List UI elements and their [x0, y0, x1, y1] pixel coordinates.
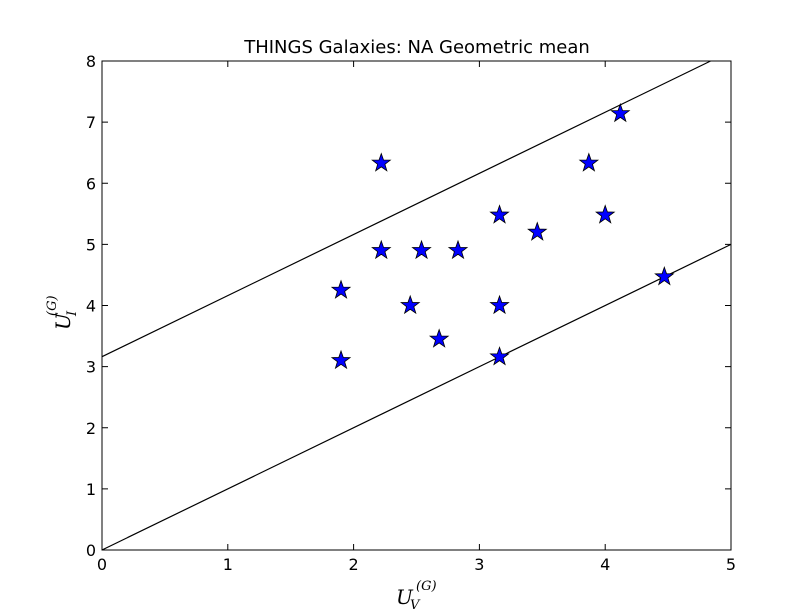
x-axis-label-sub: V [410, 598, 421, 612]
data-point [578, 152, 600, 172]
data-point [330, 279, 352, 299]
y-axis-label-base: U [51, 312, 75, 330]
data-point [489, 294, 510, 315]
reference-line-1 [101, 60, 711, 358]
data-point [371, 152, 392, 172]
x-tick-label: 0 [97, 555, 107, 574]
x-axis-label-sup: (G) [416, 579, 437, 594]
y-tick-label: 0 [86, 541, 96, 560]
x-axis-label-base: U [396, 585, 414, 609]
data-point [428, 328, 450, 348]
y-axis-label: U I (G) [45, 295, 80, 330]
chart-title: THINGS Galaxies: NA Geometric mean [243, 37, 590, 58]
x-axis: 0 1 2 3 4 5 [97, 61, 736, 574]
x-tick-label: 5 [726, 555, 736, 574]
data-point [330, 349, 352, 370]
data-point [489, 346, 510, 366]
reference-lines [101, 60, 732, 551]
plot-frame [101, 60, 732, 551]
data-point [411, 239, 432, 260]
y-axis-label-sub: I [65, 310, 80, 317]
x-tick-label: 2 [349, 555, 359, 574]
y-tick-label: 8 [86, 52, 96, 71]
y-tick-label: 2 [86, 419, 96, 438]
data-point [595, 204, 616, 224]
x-tick-label: 4 [600, 555, 610, 574]
data-points [330, 102, 675, 370]
y-tick-label: 7 [86, 113, 96, 132]
data-point [371, 239, 392, 260]
y-tick-label: 4 [86, 297, 96, 316]
x-tick-label: 3 [474, 555, 484, 574]
x-axis-label: U V (G) [396, 579, 437, 612]
y-tick-label: 5 [86, 235, 96, 254]
y-tick-label: 6 [86, 174, 96, 193]
data-point [400, 294, 421, 315]
data-point [527, 221, 548, 241]
y-tick-label: 1 [86, 480, 96, 499]
x-tick-label: 1 [223, 555, 233, 574]
data-point [447, 239, 469, 260]
y-tick-label: 3 [86, 358, 96, 377]
data-point [489, 204, 510, 224]
data-point [654, 266, 675, 286]
reference-line-2 [101, 243, 732, 551]
y-axis: 0 1 2 3 4 5 6 7 8 [86, 52, 731, 560]
y-axis-label-sup: (G) [45, 295, 60, 316]
data-point [610, 102, 631, 123]
